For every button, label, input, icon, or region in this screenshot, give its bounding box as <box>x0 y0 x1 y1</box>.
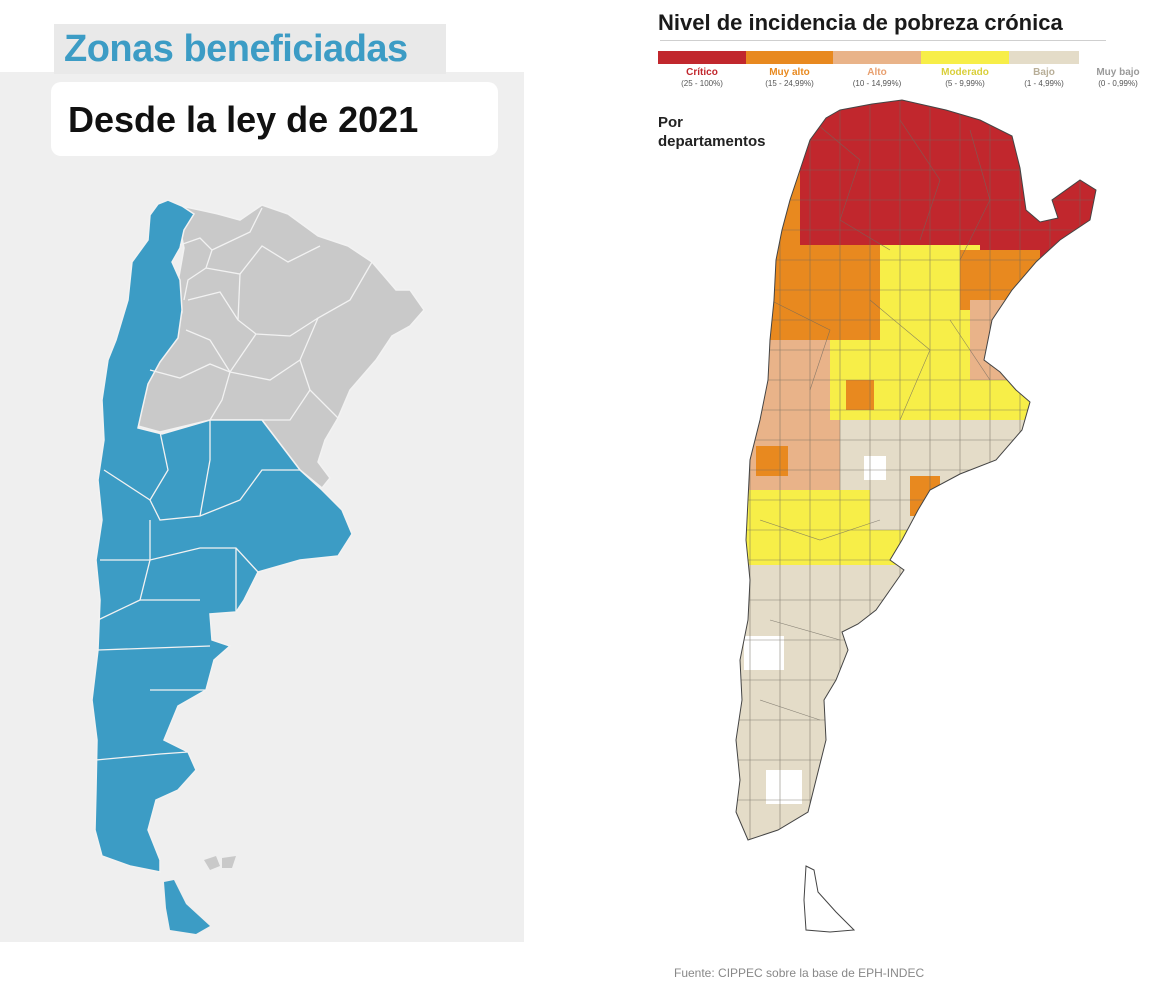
legend-item-bajo: Bajo (1 - 4,99%) <box>1009 51 1079 97</box>
legend-label: Bajo <box>1033 67 1055 78</box>
left-map <box>91 199 425 934</box>
map-caption-line2: departamentos <box>658 133 766 150</box>
map-caption-line1: Por <box>658 114 684 131</box>
poverty-legend: Crítico (25 - 100%) Muy alto (15 - 24,99… <box>658 51 1168 97</box>
map-caption: Por departamentos <box>658 113 808 151</box>
right-map-tierra-del-fuego <box>803 865 856 933</box>
region-alto-east <box>970 300 1040 380</box>
source-credit: Fuente: CIPPEC sobre la base de EPH-INDE… <box>674 966 925 980</box>
legend-swatch <box>658 51 746 64</box>
region-muy-alto-patch2 <box>756 446 788 476</box>
region-muy-alto-patch1 <box>846 380 874 410</box>
region-white-patch1 <box>864 456 886 480</box>
legend-swatch <box>746 51 833 64</box>
legend-label: Muy bajo <box>1096 67 1140 78</box>
legend-label: Moderado <box>941 67 989 78</box>
legend-range: (5 - 9,99%) <box>945 79 985 88</box>
legend-label: Alto <box>867 67 887 78</box>
legend-range: (0 - 0,99%) <box>1098 79 1138 88</box>
region-white-patch3 <box>766 770 802 804</box>
legend-range: (1 - 4,99%) <box>1024 79 1064 88</box>
left-map-islands <box>204 856 236 870</box>
legend-item-critico: Crítico (25 - 100%) <box>658 51 746 97</box>
department-grid <box>736 100 1096 840</box>
region-muy-alto-patch3 <box>910 476 940 516</box>
legend-label: Crítico <box>686 67 718 78</box>
legend-swatch <box>921 51 1009 64</box>
legend-item-moderado: Moderado (5 - 9,99%) <box>921 51 1009 97</box>
right-map <box>735 99 1097 933</box>
left-map-tierra-del-fuego <box>164 880 210 934</box>
legend-range: (25 - 100%) <box>681 79 723 88</box>
title-divider <box>660 40 1106 41</box>
legend-range: (15 - 24,99%) <box>765 79 814 88</box>
legend-item-muy-bajo: Muy bajo (0 - 0,99%) <box>1083 51 1153 97</box>
right-map-regions <box>736 100 1096 840</box>
legend-swatch <box>833 51 921 64</box>
legend-item-alto: Alto (10 - 14,99%) <box>833 51 921 97</box>
legend-label: Muy alto <box>769 67 810 78</box>
region-white-patch2 <box>744 636 784 670</box>
legend-swatch <box>1009 51 1079 64</box>
left-map-subtitle: Desde la ley de 2021 <box>51 82 498 156</box>
region-moderado-southband <box>740 490 870 560</box>
right-panel: Nivel de incidencia de pobreza crónica C… <box>640 0 1170 985</box>
left-panel: Zonas beneficiadas Desde la ley de 2021 <box>0 0 530 985</box>
left-map-benefited-blue <box>91 199 353 873</box>
left-map-title: Zonas beneficiadas <box>54 24 446 74</box>
legend-item-muy-alto: Muy alto (15 - 24,99%) <box>746 51 833 97</box>
right-map-outline <box>735 99 1097 841</box>
left-map-province-borders <box>95 207 373 761</box>
right-map-title: Nivel de incidencia de pobreza crónica <box>658 10 1063 35</box>
legend-range: (10 - 14,99%) <box>852 79 902 88</box>
